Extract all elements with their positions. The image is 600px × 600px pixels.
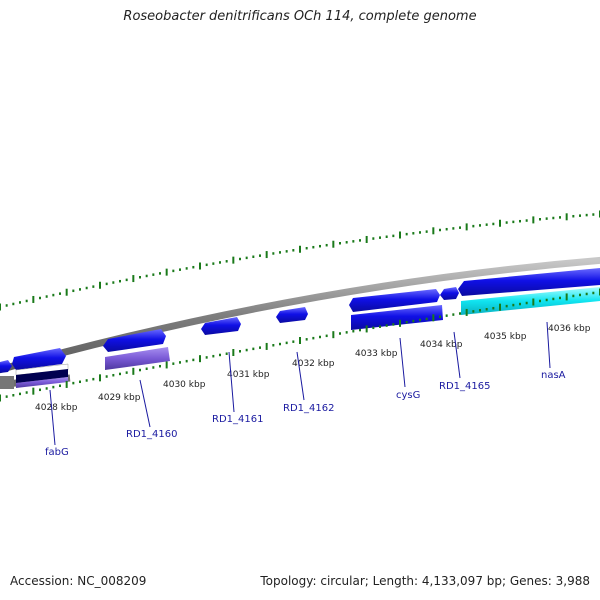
gene-label-RD1_4160[interactable]: RD1_4160 — [126, 429, 177, 440]
scale-label: 4030 kbp — [163, 380, 206, 390]
gene-arrow[interactable] — [0, 360, 12, 373]
gene-label-cysG[interactable]: cysG — [396, 390, 420, 401]
gene-label-RD1_4162[interactable]: RD1_4162 — [283, 403, 334, 414]
leader-line — [296, 351, 305, 401]
gene-arrow[interactable] — [103, 329, 166, 352]
scale-label: 4032 kbp — [292, 359, 335, 369]
gene-box[interactable] — [16, 377, 68, 388]
gene-arrow[interactable] — [349, 289, 440, 312]
backbone-arc — [0, 256, 600, 374]
accession-text: Accession: NC_008209 — [10, 574, 147, 588]
gene-arrow[interactable] — [12, 348, 66, 370]
scale-label: 4035 kbp — [484, 332, 527, 342]
gene-arrow[interactable] — [201, 317, 241, 335]
forward-strand-genes — [0, 268, 600, 373]
leader-line — [546, 321, 551, 369]
leader-line — [453, 331, 461, 379]
gene-box[interactable] — [351, 305, 443, 330]
gene-leader-lines — [49, 321, 551, 446]
reverse-strand-genes — [0, 287, 600, 389]
gene-arrow[interactable] — [276, 307, 308, 323]
scale-label: 4028 kbp — [35, 403, 78, 413]
scale-label: 4034 kbp — [420, 340, 463, 350]
gene-box[interactable] — [16, 369, 68, 383]
gene-arrow[interactable] — [458, 268, 600, 296]
scale-labels: 4028 kbp 4029 kbp 4030 kbp 4031 kbp 4032… — [35, 324, 591, 413]
scale-label: 4033 kbp — [355, 349, 398, 359]
scale-label: 4029 kbp — [98, 393, 141, 403]
summary-text: Topology: circular; Length: 4,133,097 bp… — [260, 574, 590, 588]
map-title: Roseobacter denitrificans OCh 114, compl… — [123, 9, 477, 24]
inner-tick-ring — [0, 288, 600, 402]
leader-line — [139, 379, 151, 428]
gene-label-RD1_4161[interactable]: RD1_4161 — [212, 414, 263, 425]
gene-box[interactable] — [461, 287, 600, 315]
gene-box[interactable] — [0, 376, 14, 389]
outer-tick-ring — [0, 210, 600, 311]
leader-line — [399, 337, 406, 388]
gene-labels: fabG RD1_4160 RD1_4161 RD1_4162 cysG RD1… — [45, 370, 566, 458]
gene-label-nasA[interactable]: nasA — [541, 370, 566, 381]
gene-label-RD1_4165[interactable]: RD1_4165 — [439, 381, 490, 392]
scale-label: 4031 kbp — [227, 370, 270, 380]
gene-box[interactable] — [105, 347, 170, 370]
leader-line — [49, 389, 56, 446]
scale-label: 4036 kbp — [548, 324, 591, 334]
gene-arrow[interactable] — [440, 287, 459, 300]
gene-label-fabG[interactable]: fabG — [45, 447, 69, 458]
leader-line — [228, 351, 235, 413]
